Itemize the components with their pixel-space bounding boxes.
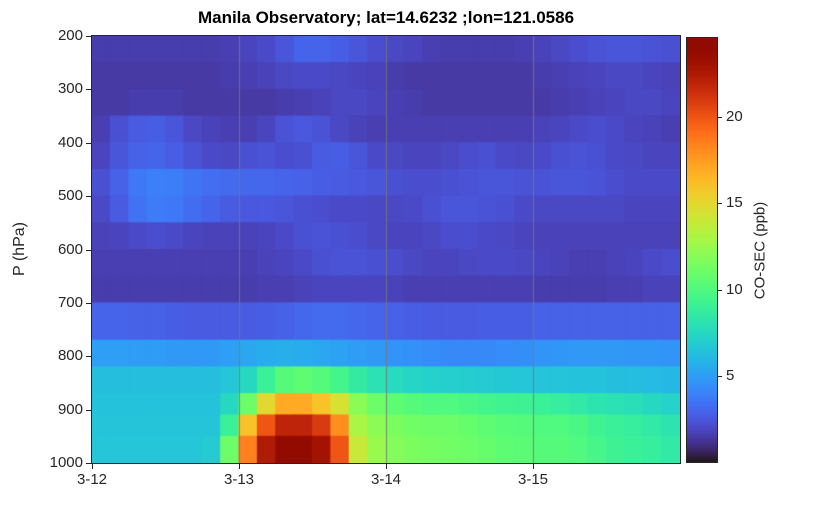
y-tick-mark: [86, 356, 91, 358]
y-tick-label: 400: [57, 133, 83, 151]
colorbar-tick-mark: [718, 203, 722, 205]
y-tick-mark: [86, 89, 91, 91]
y-tick-mark: [86, 409, 91, 411]
chart-title: Manila Observatory; lat=14.6232 ;lon=121…: [197, 8, 575, 27]
colorbar-tick-mark: [718, 117, 722, 119]
x-tick-mark: [533, 464, 534, 469]
y-tick-label: 1000: [49, 454, 83, 471]
y-tick-mark: [86, 196, 91, 198]
colorbar-tick-mark: [718, 289, 722, 291]
x-tick-label: 3-12: [76, 471, 108, 488]
x-tick-label: 3-14: [370, 471, 402, 488]
y-tick-label: 800: [57, 347, 83, 365]
y-tick-mark: [86, 142, 91, 144]
colorbar-tick-mark: [718, 375, 722, 377]
x-tick-mark: [92, 464, 93, 469]
y-tick-mark: [86, 249, 91, 251]
x-tick-mark: [386, 464, 387, 469]
y-tick-label: 300: [57, 80, 83, 98]
colorbar-tick-label: 15: [726, 194, 743, 212]
x-tick-label: 3-13: [223, 471, 255, 488]
x-tick-mark: [239, 464, 240, 469]
y-tick-label: 600: [57, 240, 83, 258]
y-tick-label: 900: [57, 400, 83, 418]
colorbar-canvas: [686, 37, 718, 463]
colorbar-tick-label: 5: [726, 366, 735, 384]
y-tick-label: 500: [57, 187, 83, 205]
y-tick-label: 700: [57, 293, 83, 311]
y-tick-label: 200: [57, 27, 83, 44]
heatmap-canvas: [91, 35, 681, 464]
colorbar-tick-label: 10: [726, 280, 743, 298]
y-tick-mark: [86, 36, 91, 37]
x-tick-label: 3-15: [517, 471, 549, 488]
y-tick-mark: [86, 302, 91, 304]
y-tick-mark: [86, 463, 91, 464]
colorbar-tick-label: 20: [726, 108, 743, 126]
